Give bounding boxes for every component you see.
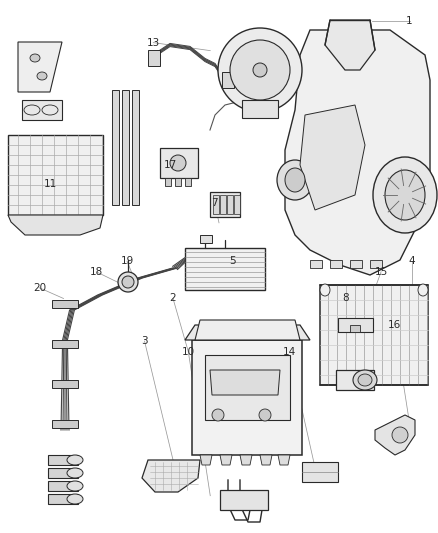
- Bar: [52, 380, 78, 388]
- Ellipse shape: [67, 468, 83, 478]
- Ellipse shape: [358, 374, 372, 386]
- Ellipse shape: [212, 409, 224, 421]
- Bar: [320, 285, 428, 385]
- Ellipse shape: [170, 155, 186, 171]
- Text: 18: 18: [90, 267, 103, 277]
- Bar: [227, 195, 233, 214]
- Bar: [52, 420, 78, 428]
- Ellipse shape: [218, 28, 302, 112]
- Bar: [302, 462, 338, 482]
- Polygon shape: [142, 460, 200, 492]
- Bar: [185, 178, 191, 186]
- Polygon shape: [8, 215, 103, 235]
- Ellipse shape: [67, 494, 83, 504]
- Ellipse shape: [67, 455, 83, 465]
- Text: 19: 19: [120, 256, 134, 266]
- Bar: [350, 260, 362, 268]
- Bar: [220, 490, 268, 510]
- Bar: [210, 192, 240, 217]
- Bar: [148, 50, 160, 66]
- Bar: [213, 195, 219, 214]
- Ellipse shape: [259, 409, 271, 421]
- Text: 2: 2: [170, 294, 177, 303]
- Ellipse shape: [122, 276, 134, 288]
- Bar: [22, 100, 62, 120]
- Bar: [175, 178, 181, 186]
- Polygon shape: [325, 20, 375, 70]
- Polygon shape: [18, 42, 62, 92]
- Bar: [330, 260, 342, 268]
- Bar: [310, 260, 322, 268]
- Bar: [8, 135, 103, 215]
- Bar: [52, 340, 78, 348]
- Polygon shape: [260, 455, 272, 465]
- Bar: [48, 494, 78, 504]
- Bar: [48, 481, 78, 491]
- Polygon shape: [278, 455, 290, 465]
- Text: 15: 15: [374, 267, 388, 277]
- Text: 6: 6: [259, 51, 266, 61]
- Bar: [242, 100, 278, 118]
- Ellipse shape: [373, 157, 437, 233]
- Bar: [370, 260, 382, 268]
- Bar: [112, 90, 119, 205]
- Text: 17: 17: [164, 160, 177, 170]
- Ellipse shape: [418, 284, 428, 296]
- Bar: [122, 90, 129, 205]
- Polygon shape: [210, 370, 280, 395]
- Ellipse shape: [320, 284, 330, 296]
- Text: 4: 4: [408, 256, 415, 266]
- Text: 8: 8: [343, 294, 350, 303]
- Ellipse shape: [385, 170, 425, 220]
- Text: 10: 10: [182, 347, 195, 357]
- Polygon shape: [375, 415, 415, 455]
- Text: 13: 13: [147, 38, 160, 47]
- Bar: [48, 455, 78, 465]
- Text: 20: 20: [33, 283, 46, 293]
- Bar: [220, 195, 226, 214]
- Text: 3: 3: [141, 336, 148, 346]
- Ellipse shape: [253, 63, 267, 77]
- Ellipse shape: [37, 72, 47, 80]
- Text: 11: 11: [44, 179, 57, 189]
- Text: 14: 14: [283, 347, 296, 357]
- Bar: [192, 340, 302, 455]
- Bar: [222, 72, 234, 88]
- Ellipse shape: [230, 40, 290, 100]
- Polygon shape: [300, 105, 365, 210]
- Ellipse shape: [392, 427, 408, 443]
- Bar: [338, 318, 373, 332]
- Bar: [185, 248, 265, 290]
- Text: 1: 1: [406, 17, 413, 26]
- Ellipse shape: [277, 160, 313, 200]
- Polygon shape: [285, 30, 430, 275]
- Ellipse shape: [67, 481, 83, 491]
- Polygon shape: [338, 325, 360, 332]
- Bar: [200, 235, 212, 243]
- Polygon shape: [195, 320, 300, 340]
- Ellipse shape: [353, 370, 377, 390]
- Bar: [205, 355, 290, 420]
- Ellipse shape: [285, 168, 305, 192]
- Polygon shape: [220, 455, 232, 465]
- Bar: [48, 468, 78, 478]
- Bar: [132, 90, 139, 205]
- Polygon shape: [185, 325, 310, 340]
- Ellipse shape: [118, 272, 138, 292]
- Bar: [52, 300, 78, 308]
- Text: 7: 7: [211, 198, 218, 207]
- Text: 16: 16: [388, 320, 401, 330]
- Ellipse shape: [30, 54, 40, 62]
- Polygon shape: [240, 455, 252, 465]
- Bar: [234, 195, 240, 214]
- Polygon shape: [200, 455, 212, 465]
- Bar: [336, 370, 374, 390]
- Text: 5: 5: [229, 256, 236, 266]
- Bar: [165, 178, 171, 186]
- Bar: [160, 148, 198, 178]
